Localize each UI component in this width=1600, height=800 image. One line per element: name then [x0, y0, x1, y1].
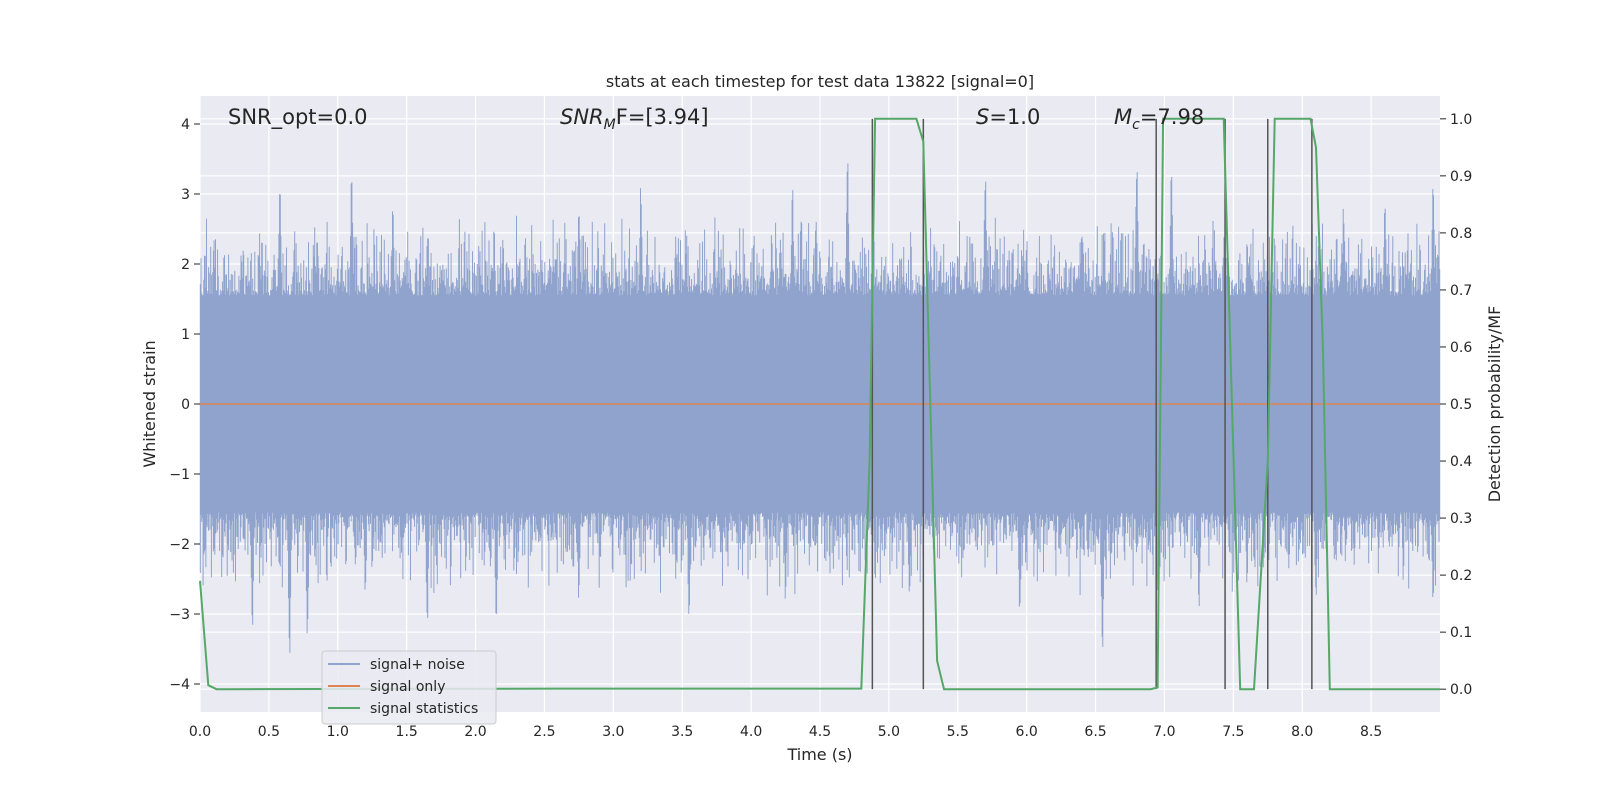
- y-right-tick-label-6: 0.4: [1450, 454, 1472, 470]
- annotation-snr-mf: SNRMF=[3.94]: [560, 105, 709, 133]
- annotation-snr-mf-sub: M: [604, 117, 616, 133]
- legend-label-signal-only: signal only: [370, 679, 445, 695]
- annotation-s: S=1.0: [976, 105, 1040, 129]
- y-right-tick-label-10: 0.0: [1450, 682, 1472, 698]
- y-left-tick-label-0: 4: [181, 117, 190, 133]
- y-right-tick-label-9: 0.1: [1450, 625, 1472, 641]
- y-left-tick-label-5: −1: [169, 467, 190, 483]
- y-left-tick-label-6: −2: [169, 537, 190, 553]
- annotation-mc: Mc=7.98: [1114, 105, 1204, 133]
- y-axis-left-label: Whitened strain: [140, 340, 159, 467]
- x-tick-label-4: 2.0: [464, 724, 486, 740]
- x-tick-label-1: 0.5: [258, 724, 280, 740]
- x-tick-label-9: 4.5: [809, 724, 831, 740]
- legend-box: [321, 650, 497, 725]
- y-left-tick-label-3: 1: [181, 327, 190, 343]
- annotation-snr-opt: SNR_opt=0.0: [228, 105, 368, 130]
- y-axis-left-ticks: 4 3 2 1 0 −1 −2 −3 −4: [169, 117, 200, 693]
- x-tick-label-12: 6.0: [1016, 724, 1038, 740]
- x-tick-label-3: 1.5: [396, 724, 418, 740]
- x-tick-label-17: 8.5: [1360, 724, 1382, 740]
- x-tick-label-10: 5.0: [878, 724, 900, 740]
- annotation-mc-rest: =7.98: [1140, 105, 1204, 129]
- y-right-tick-label-5: 0.5: [1450, 397, 1472, 413]
- annotation-s-main: S: [976, 105, 989, 129]
- signal-statistics-line: [199, 117, 1440, 691]
- x-tick-label-7: 3.5: [671, 724, 693, 740]
- y-left-tick-label-7: −3: [169, 607, 190, 623]
- x-tick-label-8: 4.0: [740, 724, 762, 740]
- y-right-tick-label-7: 0.3: [1450, 511, 1472, 527]
- annotation-mc-main: M: [1114, 105, 1132, 129]
- annotation-snr-mf-rest: F=[3.94]: [616, 105, 709, 129]
- x-tick-label-15: 7.5: [1222, 724, 1244, 740]
- noise-trace: [199, 163, 1441, 653]
- annotation-mc-sub: c: [1132, 117, 1140, 133]
- y-right-tick-label-2: 0.8: [1450, 226, 1472, 242]
- x-tick-label-5: 2.5: [533, 724, 555, 740]
- legend-label-signal-plus-noise: signal+ noise: [370, 657, 465, 673]
- vertical-markers: [871, 118, 1313, 690]
- y-axis-right-ticks: 1.0 0.9 0.8 0.7 0.6 0.5 0.4 0.3 0.2 0.1 0.0: [1440, 112, 1472, 698]
- x-tick-label-2: 1.0: [327, 724, 349, 740]
- x-tick-label-13: 6.5: [1084, 724, 1106, 740]
- y-axis-right-label: Detection probability/MF: [1485, 306, 1504, 503]
- y-left-tick-label-8: −4: [169, 677, 190, 693]
- y-right-tick-label-8: 0.2: [1450, 568, 1472, 584]
- y-left-tick-label-1: 3: [181, 187, 190, 203]
- x-tick-label-0: 0.0: [189, 724, 211, 740]
- y-left-tick-label-2: 2: [181, 257, 190, 273]
- x-tick-label-16: 8.0: [1291, 724, 1313, 740]
- legend-label-signal-statistics: signal statistics: [370, 701, 478, 717]
- y-right-tick-label-3: 0.7: [1450, 283, 1472, 299]
- chart-title: stats at each timestep for test data 138…: [606, 72, 1034, 91]
- x-axis-ticks: 0.0 0.5 1.0 1.5 2.0 2.5 3.0 3.5 4.0 4.5 5.0 5.5 6.0 6…: [189, 724, 1382, 740]
- x-tick-label-11: 5.5: [947, 724, 969, 740]
- x-axis-label: Time (s): [786, 745, 852, 764]
- y-right-tick-label-0: 1.0: [1450, 112, 1472, 128]
- annotation-s-rest: =1.0: [989, 105, 1040, 129]
- x-tick-label-14: 7.0: [1153, 724, 1175, 740]
- legend: signal+ noise signal only signal statist…: [321, 650, 497, 725]
- annotation-snr-mf-main: SNR: [560, 105, 604, 129]
- x-tick-label-6: 3.0: [602, 724, 624, 740]
- y-right-tick-label-4: 0.6: [1450, 340, 1472, 356]
- y-left-tick-label-4: 0: [181, 397, 190, 413]
- y-right-tick-label-1: 0.9: [1450, 169, 1472, 185]
- series-signal-statistics: [199, 117, 1440, 691]
